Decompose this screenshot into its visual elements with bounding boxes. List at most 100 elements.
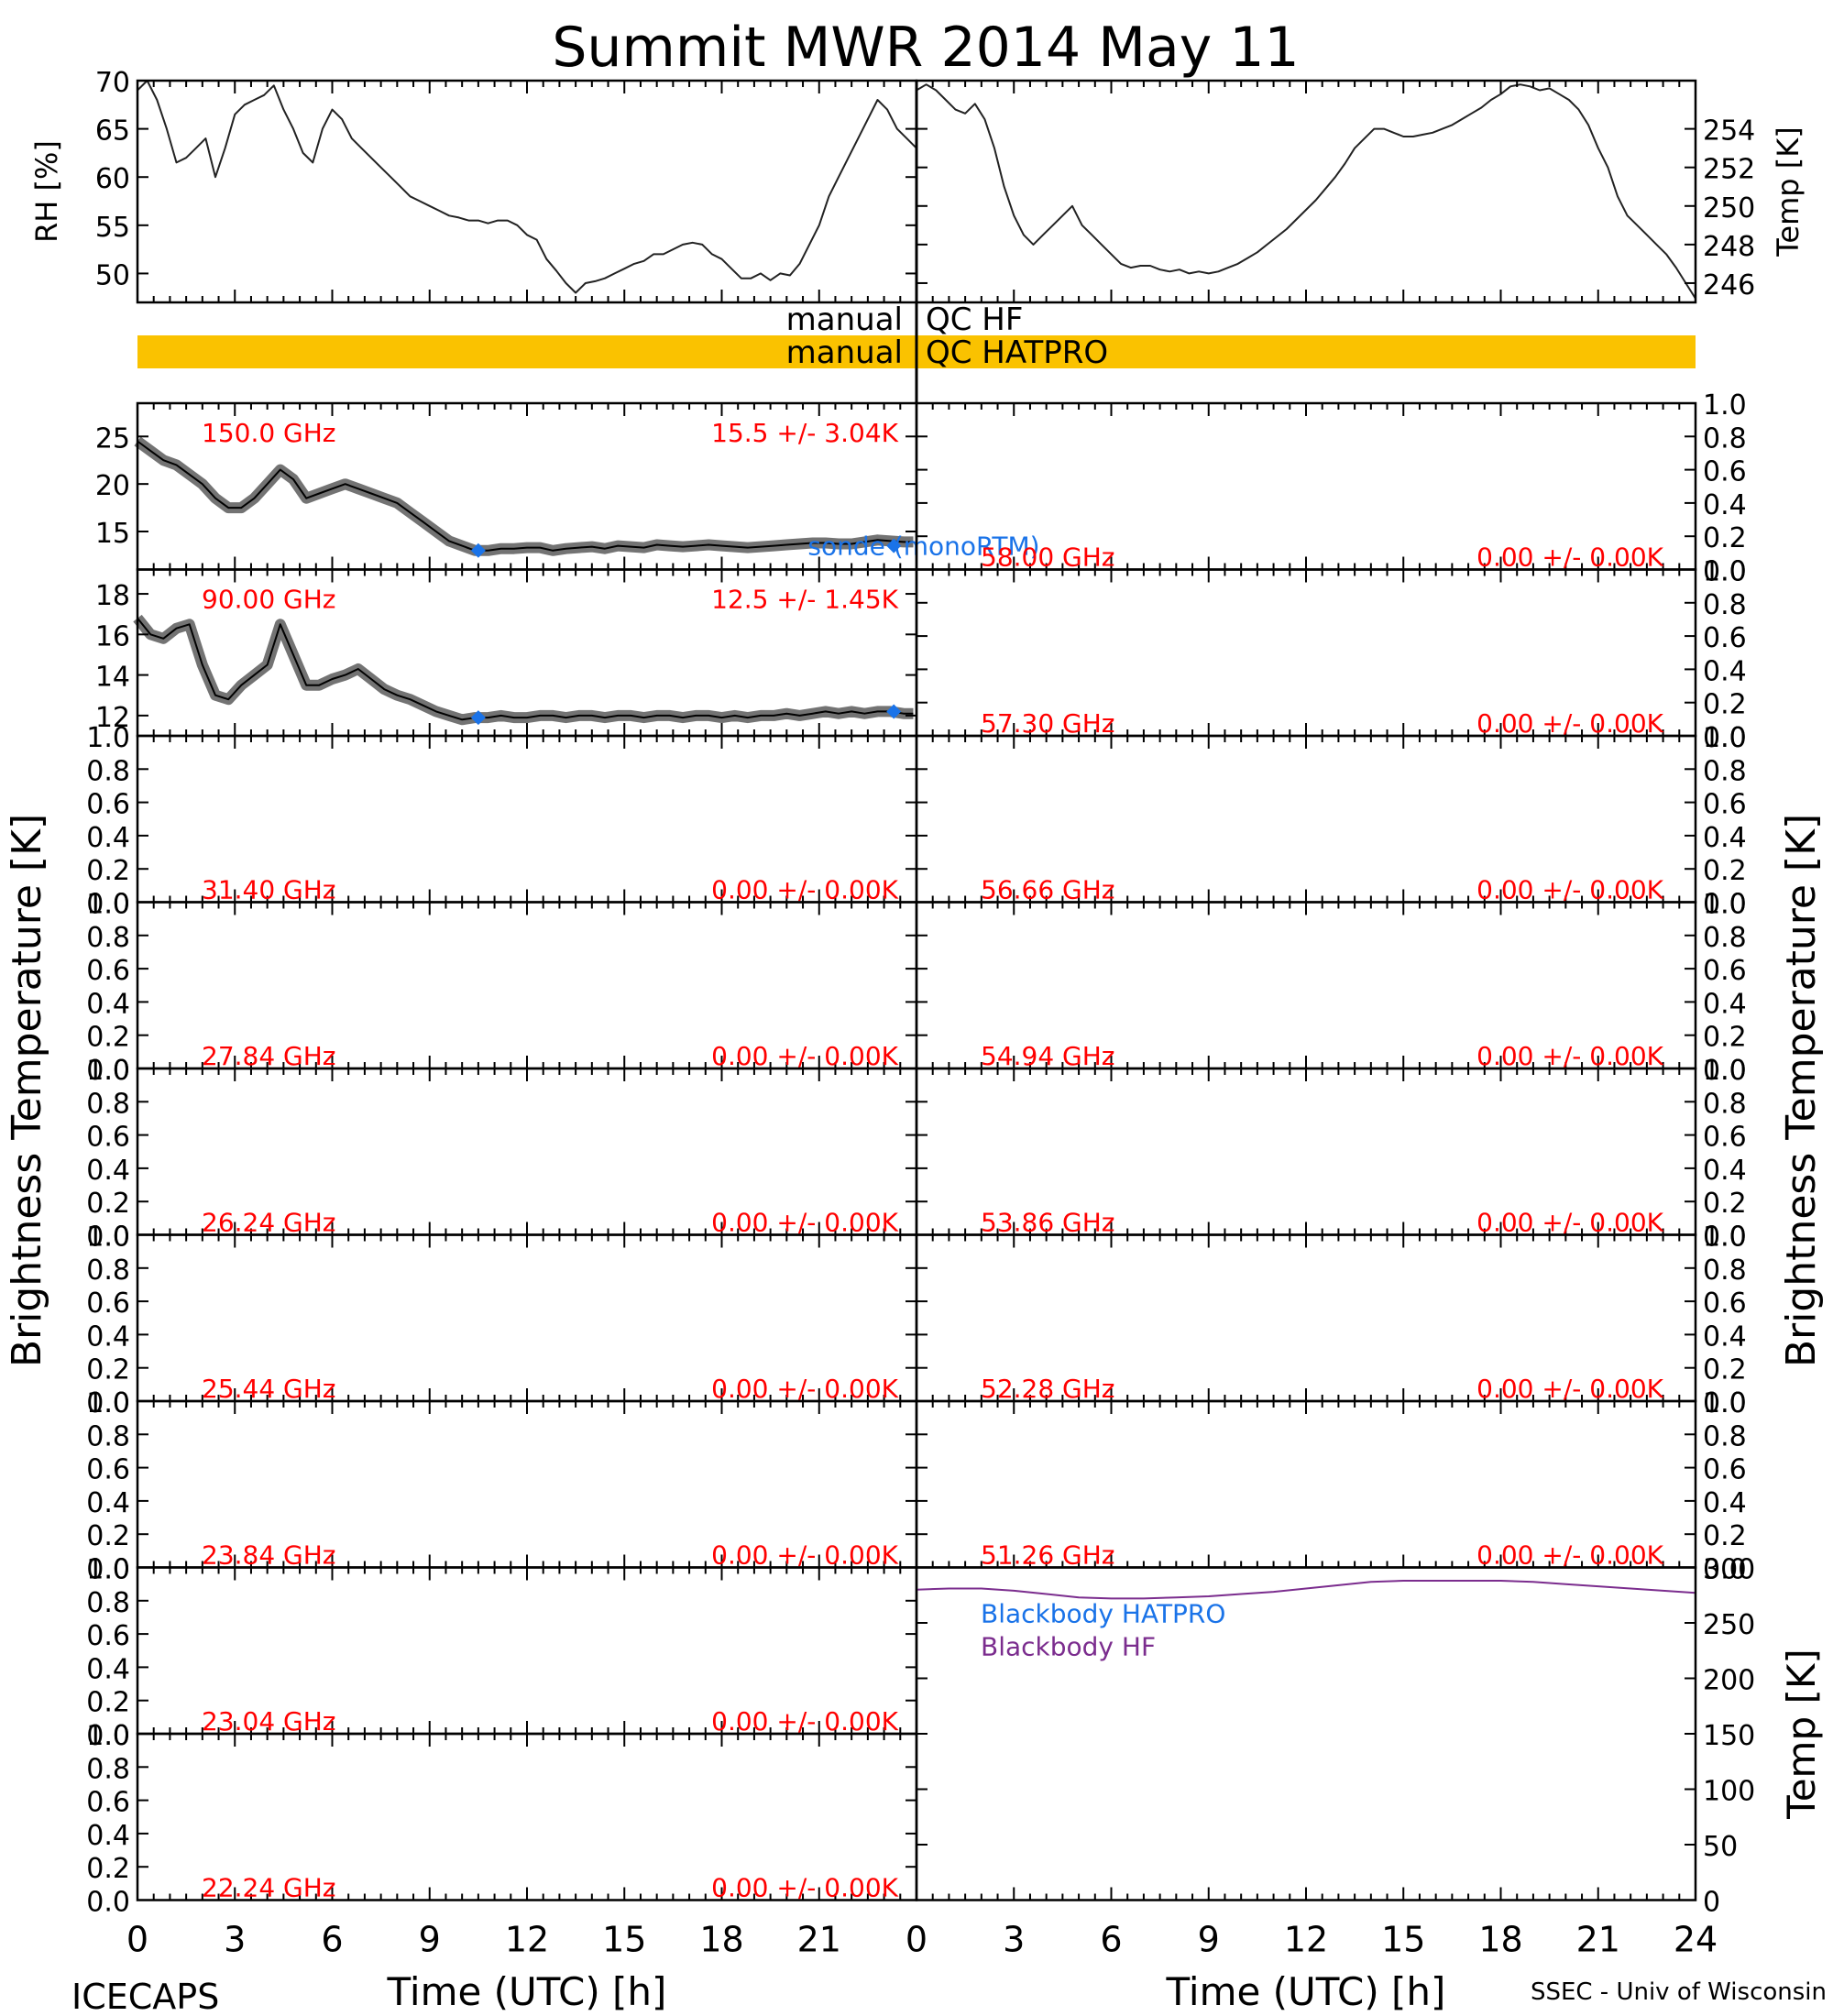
left-panel-4-ytick-label: 0.0 [86,1055,130,1087]
left-xtick-label: 15 [602,1920,646,1960]
blackbody-panel-ytick-label: 250 [1703,1609,1755,1641]
left-panel-9-ytick-label: 0.8 [86,1753,130,1785]
right-panel-2-ytick-label: 1.0 [1703,556,1747,588]
left-panel-2-ytick-label: 18 [95,580,130,612]
right-panel-2-ytick-label: 0.8 [1703,589,1747,621]
right-panel-2-freq: 57.30 GHz [981,708,1115,739]
right-panel-3-ytick-label: 0.4 [1703,822,1747,854]
right-panel-7-stats: 0.00 +/- 0.00K [1476,1540,1663,1571]
left-panel-5-freq: 26.24 GHz [202,1208,336,1238]
left-xtick-label: 0 [126,1920,148,1960]
right-panel-5-ytick-label: 1.0 [1703,1055,1747,1087]
left-panel-8-stats: 0.00 +/- 0.00K [711,1706,898,1737]
left-panel-6-ytick-label: 0.4 [86,1320,130,1353]
right-panel-4-stats: 0.00 +/- 0.00K [1476,1041,1663,1071]
rh-panel-frame [136,79,918,304]
left-panel-1-series-band [134,436,914,556]
left-panel-9-ytick-label: 0.4 [86,1820,130,1852]
right-panel-6-ytick-label: 0.2 [1703,1354,1747,1386]
temp-panel-ytick-label: 246 [1703,269,1755,301]
right-panel-2-stats: 0.00 +/- 0.00K [1476,708,1663,739]
left-panel-1-obs-point [470,542,486,558]
blackbody-panel-ytick-label: 0 [1703,1887,1720,1919]
right-xtick-label: 15 [1381,1920,1425,1960]
right-xtick-label: 24 [1674,1920,1718,1960]
temp-panel-ytick-label: 252 [1703,154,1755,186]
right-panel-6-ytick-label: 0.4 [1703,1320,1747,1353]
left-panel-2-stats: 12.5 +/- 1.45K [711,585,898,615]
right-panel-1-ytick-label: 0.4 [1703,489,1747,521]
right-xtick-label: 18 [1478,1920,1522,1960]
right-panel-7-ytick-label: 0.0 [1703,1554,1747,1586]
temp-ylabel: Temp [K] [1771,126,1806,257]
left-panel-7-ytick-label: 1.0 [86,1387,130,1419]
right-panel-7-ytick-label: 0.6 [1703,1454,1747,1486]
right-panel-6-ytick-label: 0.0 [1703,1387,1747,1419]
left-panel-9-ytick-label: 0.2 [86,1853,130,1885]
right-panel-2-ytick-label: 0.0 [1703,722,1747,754]
right-panel-3-stats: 0.00 +/- 0.00K [1476,875,1663,905]
right-panel-2-ytick-label: 0.2 [1703,689,1747,721]
right-panel-3-ytick-label: 0.8 [1703,755,1747,787]
left-panel-6-ytick-label: 0.8 [86,1255,130,1287]
right-panel-3-freq: 56.66 GHz [981,875,1115,905]
left-panel-6-stats: 0.00 +/- 0.00K [711,1374,898,1404]
left-panel-7-freq: 23.84 GHz [202,1540,336,1571]
blackbody-panel-ytick-label: 50 [1703,1831,1738,1863]
right-xtick-label: 0 [906,1920,927,1960]
left-panel-4-ytick-label: 0.8 [86,922,130,954]
left-panel-7-ytick-label: 0.2 [86,1520,130,1552]
blackbody-ylabel: Temp [K] [1779,1649,1824,1820]
right-panel-2-ytick-label: 0.4 [1703,655,1747,687]
left-xtick-label: 21 [797,1920,841,1960]
rh-panel-ytick-label: 50 [95,259,130,291]
right-panel-3-ytick-label: 0.6 [1703,789,1747,821]
rh-series-line [137,80,917,294]
right-panel-4-ytick-label: 0.6 [1703,955,1747,987]
left-panel-9-stats: 0.00 +/- 0.00K [711,1873,898,1903]
blackbody-panel-ytick-label: 200 [1703,1665,1755,1697]
left-panel-3-ytick-label: 0.6 [86,789,130,821]
left-panel-5-stats: 0.00 +/- 0.00K [711,1208,898,1238]
left-xtick-label: 12 [505,1920,549,1960]
right-panel-5-ytick-label: 0.2 [1703,1188,1747,1220]
right-xtick-label: 12 [1284,1920,1328,1960]
left-panel-7-ytick-label: 0.4 [86,1487,130,1519]
right-panel-4-ytick-label: 0.8 [1703,922,1747,954]
right-panel-6-freq: 52.28 GHz [981,1374,1115,1404]
left-panel-7-ytick-label: 0.8 [86,1420,130,1452]
rh-panel-ytick-label: 60 [95,163,130,195]
right-xtick-label: 9 [1198,1920,1220,1960]
right-panel-4-ytick-label: 0.4 [1703,988,1747,1020]
qc-hf-label2: QC HF [926,301,1023,338]
left-panel-7-ytick-label: 0.6 [86,1454,130,1486]
right-panel-3-ytick-label: 0.2 [1703,855,1747,887]
footer-left: ICECAPS [71,1977,219,2016]
right-panel-5-freq: 53.86 GHz [981,1208,1115,1238]
left-xtick-label: 6 [321,1920,343,1960]
right-panel-4-freq: 54.94 GHz [981,1041,1115,1071]
left-panel-6-ytick-label: 0.0 [86,1387,130,1419]
blackbody-2-line [916,1580,1696,1600]
blackbody-panel-ytick-label: 300 [1703,1554,1755,1586]
right-panel-6-ytick-label: 1.0 [1703,1222,1747,1254]
left-xlabel: Time (UTC) [h] [387,1969,667,2014]
left-panel-6-freq: 25.44 GHz [202,1374,336,1404]
blackbody-legend-hatpro: Blackbody HATPRO [981,1599,1225,1629]
left-panel-6-ytick-label: 1.0 [86,1222,130,1254]
left-panel-9-ytick-label: 1.0 [86,1720,130,1752]
left-panel-8-ytick-label: 0.2 [86,1687,130,1719]
right-panel-1-ytick-label: 0.6 [1703,456,1747,488]
right-panel-6-ytick-label: 0.6 [1703,1287,1747,1320]
left-panel-5-ytick-label: 0.0 [86,1222,130,1254]
left-panel-5-ytick-label: 0.2 [86,1188,130,1220]
left-panel-3-stats: 0.00 +/- 0.00K [711,875,898,905]
left-panel-2-obs-point [470,710,486,726]
left-panel-4-ytick-label: 0.2 [86,1022,130,1054]
left-panel-1-freq: 150.0 GHz [202,418,336,448]
left-panel-5-ytick-label: 1.0 [86,1055,130,1087]
left-panel-2-series-line [137,617,914,721]
left-panel-7-ytick-label: 0.0 [86,1554,130,1586]
temp-panel-ytick-label: 254 [1703,115,1755,148]
